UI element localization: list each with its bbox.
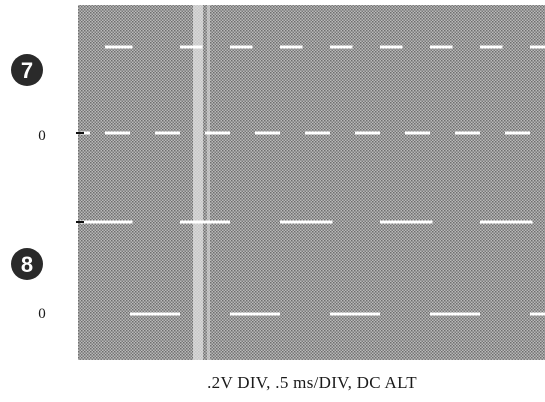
- marker-8-label: 8: [21, 252, 33, 277]
- trace-7-marker: 7: [11, 54, 43, 86]
- scope-screen: [78, 5, 545, 360]
- trace-7-zero-label: 0: [38, 128, 46, 144]
- trace-8-marker: 8: [11, 248, 43, 280]
- traces-layer: [80, 45, 545, 316]
- trigger-band: [193, 5, 203, 360]
- marker-8-circle: [11, 248, 43, 280]
- trigger-band-edge: [207, 5, 210, 360]
- figure-caption: .2V DIV, .5 ms/DIV, DC ALT: [207, 373, 417, 392]
- marker-7-circle: [11, 54, 43, 86]
- trace-8-zero-label: 0: [38, 306, 46, 322]
- marker-7-label: 7: [21, 58, 33, 83]
